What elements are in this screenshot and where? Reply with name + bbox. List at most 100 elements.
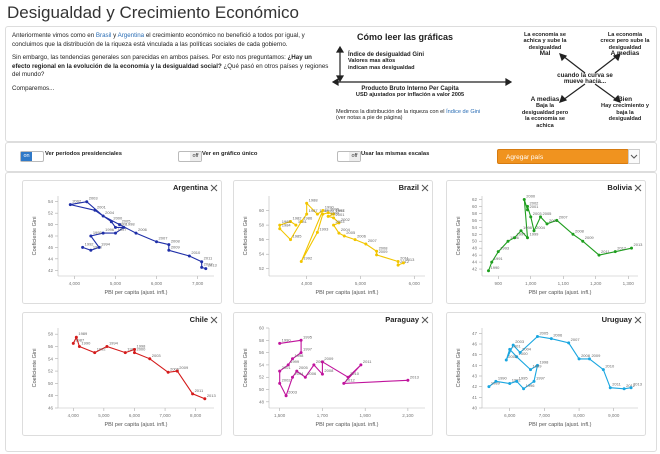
link[interactable]: Argentina [117, 32, 145, 39]
data-point [113, 225, 117, 229]
x-tick-label: 6,000 [129, 413, 141, 418]
point-label: 2009 [171, 244, 181, 249]
point-label: 2002 [341, 217, 351, 222]
data-point [535, 335, 539, 339]
diagram-center: cuando la curva se mueve hacia... [557, 72, 613, 86]
chart-title: Uruguay [602, 315, 633, 324]
data-point [312, 363, 316, 367]
guide-note: Medimos la distribución de la riqueza co… [336, 109, 506, 122]
x-tick-label: 900 [494, 281, 502, 286]
data-point [321, 212, 325, 216]
point-label: 1988 [309, 197, 319, 202]
x-tick-label: 1,700 [317, 413, 329, 418]
data-point [518, 351, 522, 355]
x-axis-label: PBI per capita (ajust. infl.) [105, 290, 168, 296]
data-point [529, 368, 533, 372]
point-label: 2013 [410, 374, 420, 379]
page-title: Desigualdad y Crecimiento Económico [7, 3, 299, 22]
point-label: 1989 [78, 331, 88, 336]
data-point [522, 197, 526, 201]
point-label: 2009 [585, 235, 595, 240]
x-tick-label: 1,900 [360, 413, 372, 418]
toggle[interactable]: off [178, 151, 202, 162]
text-run: ¿Qué pasó en otros países y regiones del… [12, 62, 329, 79]
data-point [326, 211, 330, 215]
y-tick-label: 47 [472, 331, 478, 336]
data-point [545, 222, 549, 226]
chart: Chile 46 48 50 52 54 56 58 4,000 5,000 6,000 7,000 8… [22, 312, 222, 436]
y-tick-label: 52 [48, 211, 54, 216]
point-label: 2009 [179, 365, 189, 370]
y-axis-label: Coeficiente Gini [456, 217, 462, 256]
y-tick-label: 56 [259, 350, 265, 355]
paragraph: Sin embargo, las tendencias generales so… [12, 54, 330, 80]
close-icon [634, 184, 642, 192]
data-point [134, 231, 138, 235]
toggle-knob [32, 152, 43, 161]
point-label: 2001 [97, 204, 107, 209]
data-point [535, 363, 539, 367]
data-point [122, 225, 126, 229]
data-point [326, 214, 330, 218]
point-label: 1985 [293, 234, 303, 239]
toggle[interactable]: off [337, 151, 361, 162]
y-axis-label: Coeficiente Gini [243, 217, 249, 256]
point-label: 2006 [307, 371, 317, 376]
data-point [166, 370, 170, 374]
data-point [622, 387, 626, 391]
y-tick-label: 58 [472, 211, 478, 216]
data-point [487, 269, 490, 273]
data-point [571, 232, 575, 236]
data-point [200, 260, 204, 264]
note-link[interactable]: Índice de Gini [446, 109, 481, 115]
x-tick-label: 5,000 [110, 281, 122, 286]
diagram-quadrant: A medias Baja la desigualdad pero la econ… [520, 96, 570, 129]
toggle-state: on [21, 152, 32, 161]
data-point [291, 357, 295, 361]
guide-arrows [331, 45, 621, 103]
point-label: 2006 [138, 227, 148, 232]
point-label: 1999 [530, 232, 540, 237]
data-point [522, 387, 526, 391]
data-point [284, 394, 288, 398]
point-label: 2004 [341, 227, 351, 232]
data-point [299, 351, 303, 355]
point-label: 1998 [295, 353, 305, 358]
add-country-button[interactable]: Agregar país [497, 149, 629, 164]
y-tick-label: 54 [259, 362, 265, 367]
panel-border [22, 180, 222, 304]
data-point [375, 249, 379, 253]
x-tick-label: 9,000 [608, 413, 620, 418]
y-tick-label: 48 [48, 234, 54, 239]
point-label: 2003 [336, 219, 346, 224]
point-label: 1993 [500, 246, 510, 251]
point-label: 1996 [526, 383, 536, 388]
point-label: 2001 [282, 365, 292, 370]
data-point [321, 209, 325, 213]
point-label: 1993 [93, 244, 103, 249]
point-label: 2012 [626, 383, 636, 388]
point-label: 2003 [152, 353, 162, 358]
data-point [97, 245, 101, 249]
point-label: 1992 [85, 241, 95, 246]
y-axis-label: Coeficiente Gini [456, 349, 462, 388]
y-tick-label: 46 [472, 342, 478, 347]
close-icon [210, 316, 218, 324]
point-label: 1989 [491, 381, 501, 386]
y-tick-label: 50 [472, 239, 478, 244]
y-tick-label: 60 [259, 326, 265, 331]
data-point [74, 335, 78, 339]
data-point [511, 343, 515, 347]
toggle[interactable]: on [20, 151, 44, 162]
chart-title: Argentina [173, 183, 209, 192]
data-point [204, 267, 208, 271]
data-point [529, 215, 533, 219]
point-label: 2006 [357, 234, 367, 239]
link[interactable]: Brasil [95, 32, 112, 39]
point-label: 2011 [601, 249, 610, 254]
dropdown-caret[interactable] [628, 149, 640, 164]
data-point [526, 204, 529, 208]
series-line [279, 339, 408, 398]
point-label: 1986 [303, 215, 313, 220]
point-label: 1995 [93, 230, 103, 235]
